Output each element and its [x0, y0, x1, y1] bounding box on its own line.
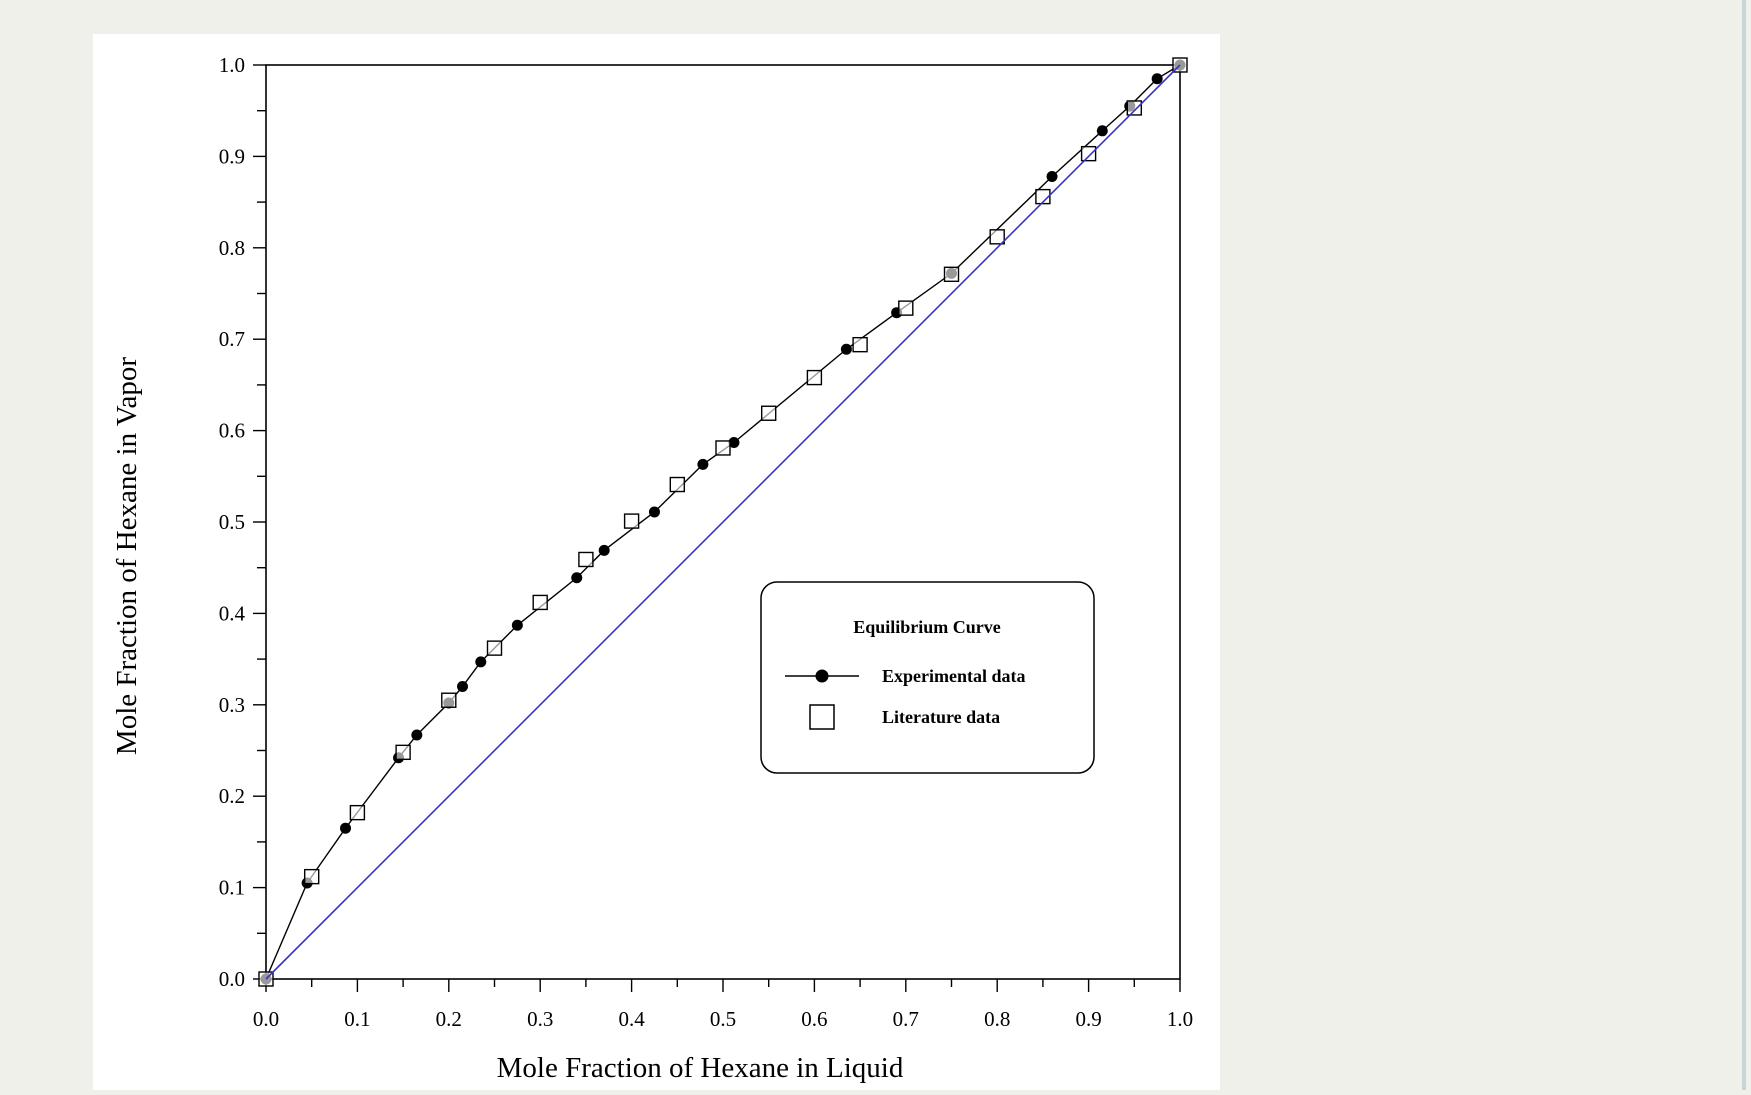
y-axis-title: Mole Fraction of Hexane in Vapor [111, 357, 143, 755]
y-tick-label: 0.0 [219, 967, 245, 991]
literature-point [1126, 100, 1143, 116]
legend-marker-experimental [815, 669, 829, 683]
literature-point [1080, 145, 1097, 162]
x-tick-label: 0.3 [527, 1007, 553, 1031]
x-axis-title: Mole Fraction of Hexane in Liquid [497, 1052, 904, 1084]
x-tick-label: 0.6 [801, 1007, 827, 1031]
legend-label-experimental: Experimental data [882, 666, 1026, 686]
experimental-point [648, 506, 660, 518]
experimental-point [598, 544, 610, 556]
y-tick-label: 0.3 [219, 693, 245, 717]
x-tick-label: 0.9 [1075, 1007, 1101, 1031]
literature-point [1035, 188, 1051, 205]
legend: Equilibrium Curve Experimental data Lite… [760, 581, 1095, 774]
series-layer [258, 57, 1188, 987]
experimental-point [1046, 171, 1058, 183]
x-tick-label: 0.0 [253, 1007, 279, 1031]
legend-title: Equilibrium Curve [853, 617, 1001, 637]
y-tick-label: 0.8 [219, 236, 245, 260]
y-tick-label: 0.4 [219, 601, 246, 625]
chart-card: 0.0 0.1 0.2 0.3 0.4 0.5 0.6 0.7 0.8 0.9 1.0 0.0 0.1 0… [93, 34, 1220, 1090]
experimental-point [697, 458, 709, 470]
experimental-point [1096, 125, 1108, 137]
experimental-point [340, 822, 352, 834]
x-tick-label: 1.0 [1167, 1007, 1193, 1031]
literature-point [989, 229, 1005, 245]
experimental-point [840, 343, 852, 355]
experimental-point [475, 656, 487, 668]
x-tick-label: 0.2 [436, 1007, 462, 1031]
y-tick-label: 1.0 [219, 53, 245, 77]
experimental-point [511, 619, 523, 631]
legend-label-literature: Literature data [882, 707, 1000, 727]
literature-point [303, 868, 320, 885]
literature-point [441, 692, 457, 708]
y-tick-label: 0.9 [219, 144, 245, 168]
literature-point [349, 804, 366, 821]
y-tick-label: 0.1 [219, 876, 245, 900]
legend-marker-literature [809, 704, 835, 730]
experimental-point [1151, 73, 1163, 85]
literature-point [898, 300, 914, 316]
x-tick-label: 0.4 [618, 1007, 645, 1031]
literature-point [715, 440, 731, 456]
x-tick-label: 0.7 [893, 1007, 919, 1031]
literature-point [532, 594, 548, 611]
x-tick-label: 0.1 [344, 1007, 370, 1031]
literature-point [761, 405, 777, 421]
axes: 0.0 0.1 0.2 0.3 0.4 0.5 0.6 0.7 0.8 0.9 1.0 0.0 0.1 0… [219, 53, 1193, 1031]
diagonal-reference-line [265, 64, 1181, 980]
y-tick-label: 0.5 [219, 510, 245, 534]
x-tick-label: 0.5 [710, 1007, 736, 1031]
literature-point [395, 744, 411, 761]
experimental-point [457, 681, 469, 693]
x-tick-label: 0.8 [984, 1007, 1010, 1031]
chart: 0.0 0.1 0.2 0.3 0.4 0.5 0.6 0.7 0.8 0.9 1.0 0.0 0.1 0… [111, 53, 1193, 1084]
literature-point [486, 640, 503, 656]
window-right-border [1742, 0, 1746, 1090]
literature-point [623, 513, 640, 529]
literature-point [806, 369, 823, 386]
y-tick-label: 0.7 [219, 327, 245, 351]
y-tick-label: 0.6 [219, 419, 245, 443]
y-tick-label: 0.2 [219, 784, 245, 808]
literature-point [852, 336, 868, 353]
literature-point [578, 551, 594, 568]
experimental-point [411, 729, 423, 741]
legend-box [760, 581, 1095, 774]
experimental-point [728, 436, 740, 448]
experimental-point [571, 572, 583, 584]
literature-point [943, 266, 960, 283]
literature-point [669, 476, 685, 493]
